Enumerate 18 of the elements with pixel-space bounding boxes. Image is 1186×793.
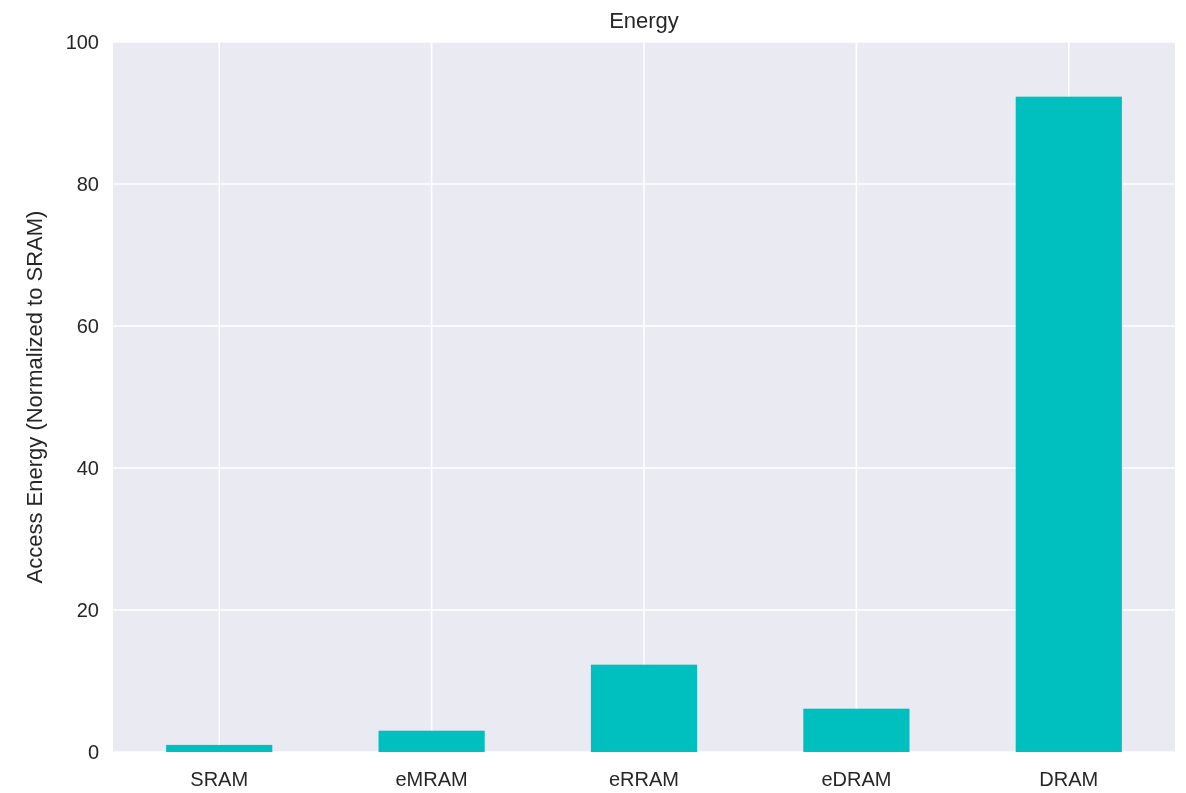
y-tick-label: 100 (65, 31, 99, 53)
x-tick-label: SRAM (190, 768, 249, 790)
x-tick-label: eRRAM (608, 768, 680, 790)
y-tick-label: 0 (87, 741, 99, 763)
bar (803, 708, 910, 752)
y-tick-label: 60 (76, 315, 99, 337)
y-axis-title: Access Energy (Normalized to SRAM) (22, 210, 47, 584)
bar (590, 664, 698, 752)
bar (378, 730, 485, 752)
x-tick-label: eDRAM (821, 768, 892, 790)
x-tick-label: eMRAM (395, 768, 468, 790)
bar (166, 744, 273, 752)
y-tick-label: 20 (76, 599, 99, 621)
bar (1015, 96, 1122, 752)
x-tick-label: DRAM (1039, 768, 1099, 790)
chart-title: Energy (609, 8, 679, 33)
y-tick-label: 80 (76, 173, 99, 195)
y-tick-label: 40 (76, 457, 99, 479)
